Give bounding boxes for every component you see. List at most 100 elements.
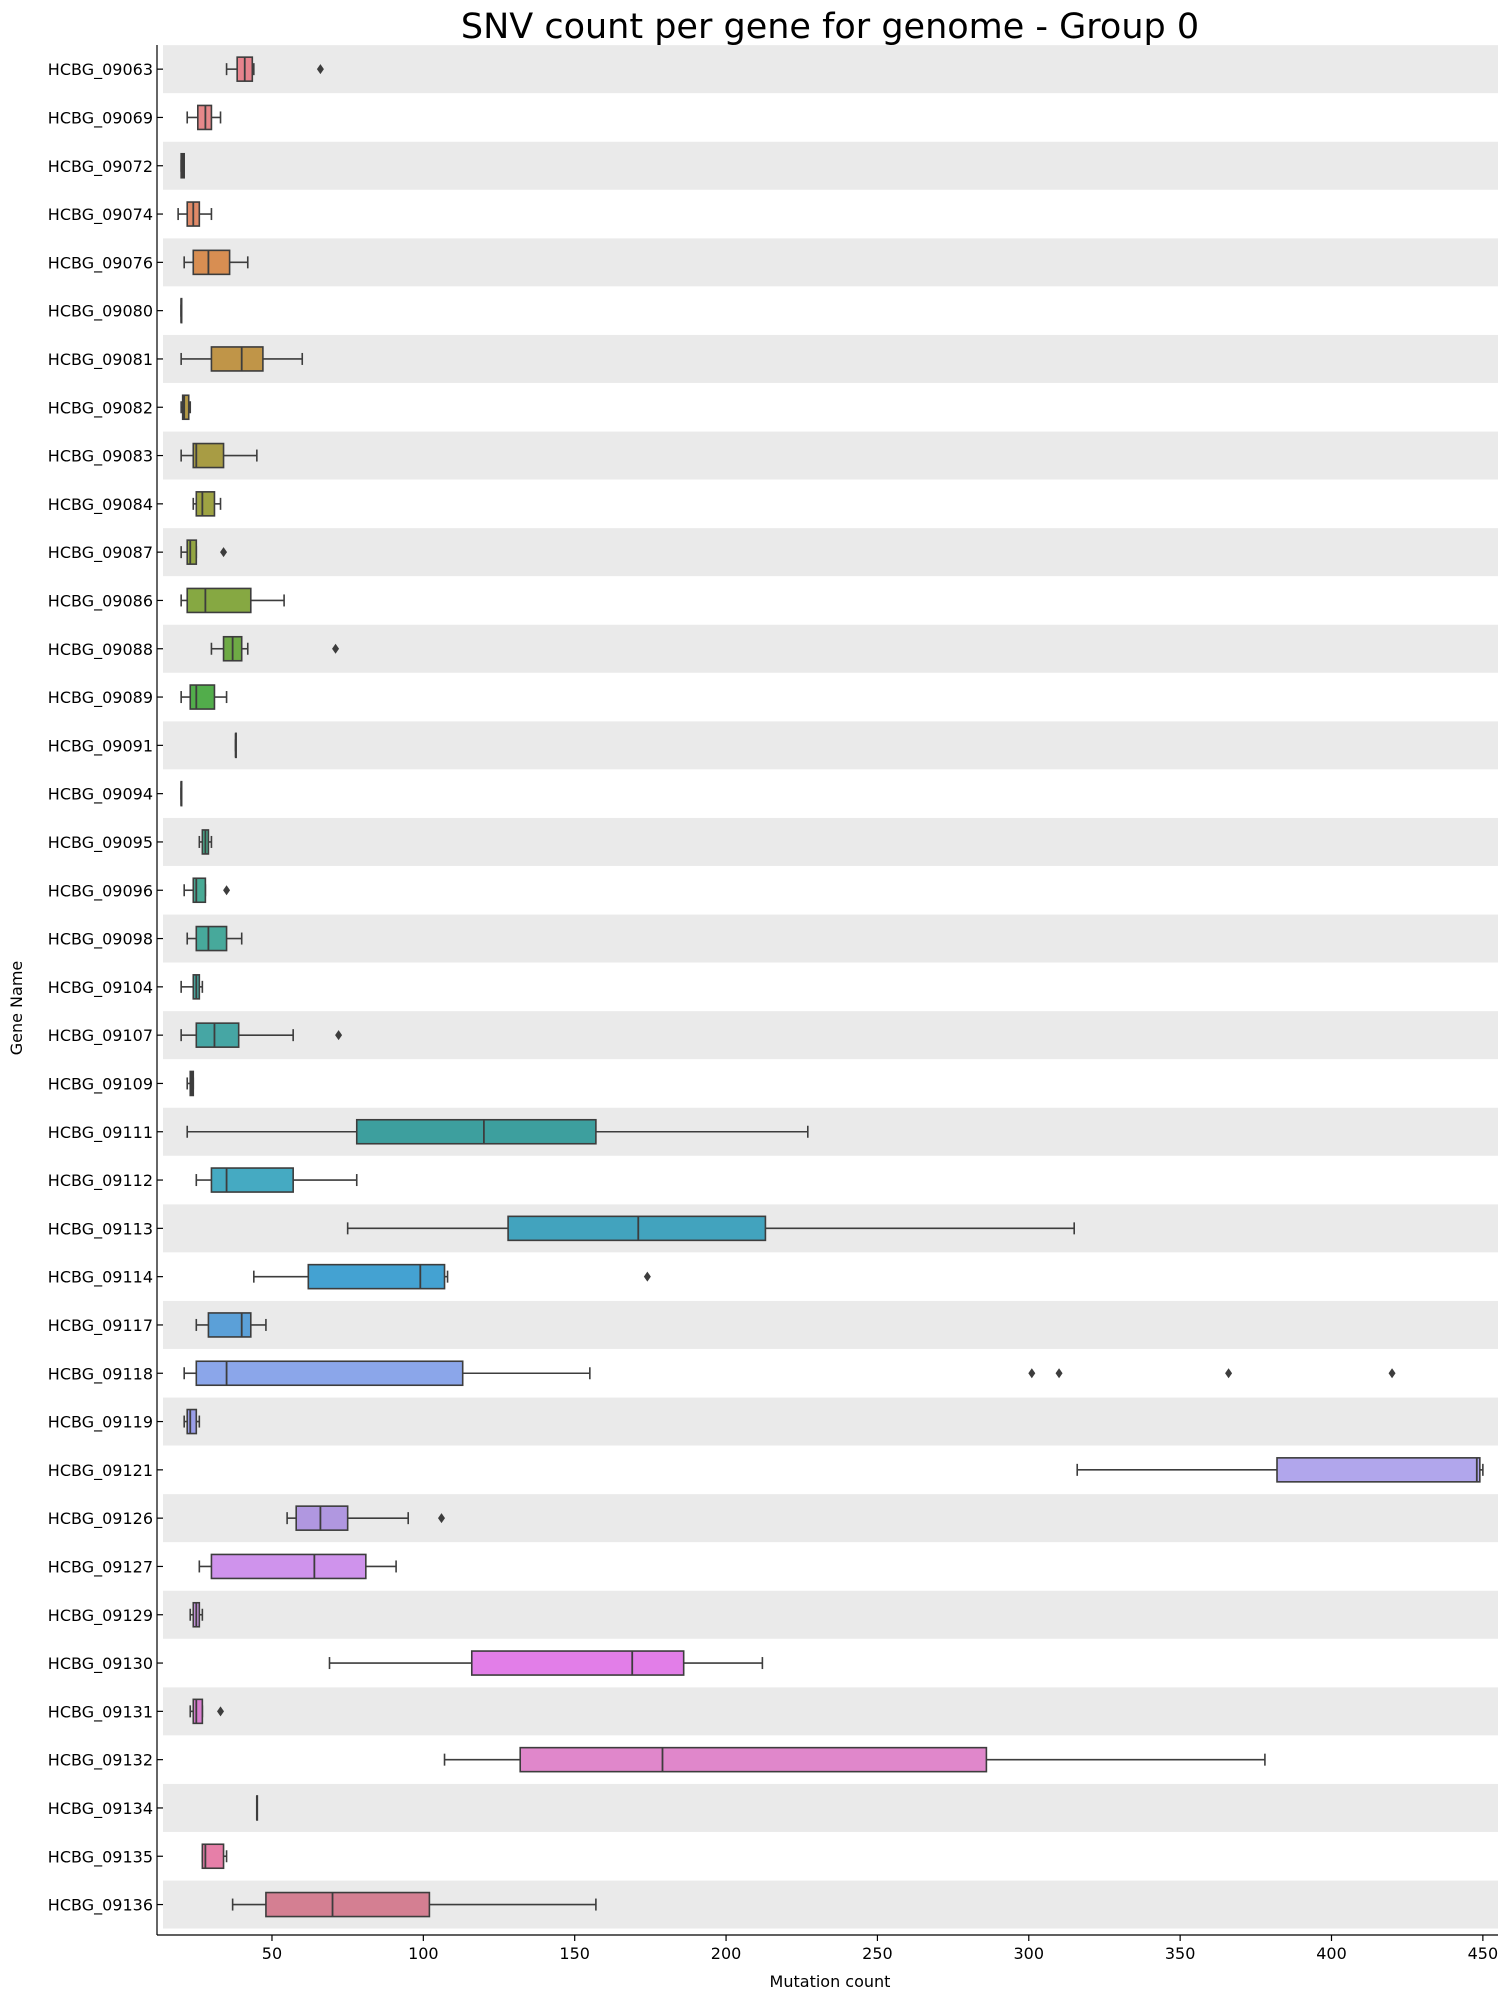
y-tick-label: HCBG_09121 bbox=[48, 1461, 153, 1481]
box-iqr bbox=[265, 1891, 431, 1918]
box-HCBG_09114 bbox=[253, 1263, 651, 1290]
box-HCBG_09109 bbox=[186, 1070, 195, 1097]
box-HCBG_09129 bbox=[189, 1601, 204, 1628]
y-tick-label: HCBG_09088 bbox=[48, 640, 153, 660]
box-iqr bbox=[195, 1360, 464, 1387]
box-HCBG_09135 bbox=[201, 1843, 228, 1870]
outlier-point bbox=[438, 1513, 446, 1524]
box-iqr bbox=[1276, 1457, 1481, 1483]
outlier-point bbox=[1388, 1368, 1396, 1379]
box-iqr bbox=[189, 684, 216, 710]
box-HCBG_09104 bbox=[180, 974, 204, 1000]
y-tick-label: HCBG_09080 bbox=[48, 302, 153, 322]
outlier-point bbox=[316, 64, 324, 75]
x-tick-label: 450 bbox=[1468, 1944, 1499, 1963]
row-band bbox=[163, 624, 1498, 673]
box-HCBG_09096 bbox=[183, 877, 231, 904]
y-tick-label: HCBG_09087 bbox=[48, 543, 153, 563]
y-tick-labels: HCBG_09063 HCBG_09069 HCBG_09072 HCBG_09074… bbox=[48, 60, 163, 1916]
box-HCBG_09083 bbox=[180, 442, 258, 469]
row-band bbox=[163, 1397, 1498, 1446]
box-HCBG_09134 bbox=[255, 1795, 259, 1821]
y-tick-label: HCBG_09098 bbox=[48, 930, 153, 950]
row-band bbox=[163, 431, 1498, 480]
box-HCBG_09107 bbox=[180, 1022, 343, 1048]
box-HCBG_09112 bbox=[195, 1167, 358, 1193]
y-tick-label: HCBG_09074 bbox=[48, 205, 153, 225]
y-tick-label: HCBG_09130 bbox=[48, 1654, 153, 1674]
box-HCBG_09082 bbox=[180, 394, 192, 421]
row-band bbox=[163, 334, 1498, 383]
y-tick-label: HCBG_09091 bbox=[48, 736, 153, 756]
box-iqr bbox=[295, 1505, 349, 1531]
row-band bbox=[163, 45, 1498, 94]
box-HCBG_09086 bbox=[180, 587, 285, 614]
x-tick-label: 150 bbox=[559, 1944, 590, 1963]
x-tick-label: 100 bbox=[408, 1944, 439, 1963]
box-HCBG_09081 bbox=[180, 346, 304, 372]
box-iqr bbox=[519, 1746, 988, 1773]
box-HCBG_09121 bbox=[1076, 1457, 1484, 1483]
box-HCBG_09118 bbox=[183, 1360, 1396, 1387]
box-iqr bbox=[195, 1022, 240, 1048]
box-iqr bbox=[192, 877, 207, 904]
box-HCBG_09098 bbox=[186, 925, 243, 952]
x-axis-label: Mutation count bbox=[770, 1972, 891, 1991]
box-iqr bbox=[201, 1843, 225, 1870]
box-HCBG_09136 bbox=[231, 1891, 597, 1918]
box-HCBG_09131 bbox=[189, 1698, 225, 1725]
outlier-point bbox=[1028, 1368, 1036, 1379]
y-tick-label: HCBG_09096 bbox=[48, 881, 153, 901]
box-iqr bbox=[355, 1118, 597, 1145]
y-tick-label: HCBG_09094 bbox=[48, 785, 153, 805]
y-tick-label: HCBG_09083 bbox=[48, 447, 153, 467]
box-HCBG_09076 bbox=[183, 249, 249, 276]
outlier-point bbox=[643, 1271, 651, 1282]
box-iqr bbox=[470, 1650, 685, 1676]
y-tick-label: HCBG_09076 bbox=[48, 253, 153, 273]
y-tick-label: HCBG_09117 bbox=[48, 1316, 153, 1336]
box-HCBG_09080 bbox=[180, 297, 183, 324]
box-iqr bbox=[186, 539, 198, 565]
box-iqr bbox=[210, 1553, 367, 1580]
y-tick-label: HCBG_09069 bbox=[48, 108, 153, 128]
box-iqr bbox=[192, 442, 225, 469]
row-bands bbox=[163, 45, 1498, 1929]
outlier-point bbox=[332, 643, 340, 654]
box-HCBG_09119 bbox=[183, 1408, 201, 1435]
x-tick-label: 400 bbox=[1316, 1944, 1347, 1963]
row-band bbox=[163, 1590, 1498, 1639]
box-iqr bbox=[181, 394, 190, 421]
y-tick-label: HCBG_09084 bbox=[48, 495, 153, 515]
row-band bbox=[163, 817, 1498, 866]
box-iqr bbox=[186, 587, 252, 614]
row-band bbox=[163, 721, 1498, 770]
box-HCBG_09130 bbox=[328, 1650, 764, 1676]
box-iqr bbox=[195, 925, 228, 952]
outlier-point bbox=[1055, 1368, 1063, 1379]
box-iqr bbox=[195, 491, 216, 517]
box-HCBG_09132 bbox=[443, 1746, 1266, 1773]
box-HCBG_09117 bbox=[195, 1312, 267, 1338]
y-tick-label: HCBG_09131 bbox=[48, 1702, 153, 1722]
row-band bbox=[163, 528, 1498, 577]
y-tick-label: HCBG_09126 bbox=[48, 1509, 153, 1529]
row-band bbox=[163, 1687, 1498, 1736]
box-iqr bbox=[210, 1167, 294, 1193]
y-tick-label: HCBG_09129 bbox=[48, 1606, 153, 1626]
y-tick-label: HCBG_09086 bbox=[48, 591, 153, 611]
y-tick-label: HCBG_09135 bbox=[48, 1847, 153, 1867]
box-iqr bbox=[507, 1215, 767, 1242]
box-iqr bbox=[307, 1263, 446, 1290]
row-band bbox=[163, 1011, 1498, 1060]
outlier-point bbox=[217, 1706, 225, 1717]
y-tick-label: HCBG_09104 bbox=[48, 978, 153, 998]
row-band bbox=[163, 1783, 1498, 1832]
box-HCBG_09088 bbox=[210, 635, 340, 662]
box-HCBG_09111 bbox=[186, 1118, 809, 1145]
y-axis-label: Gene Name bbox=[7, 961, 26, 1056]
y-tick-label: HCBG_09132 bbox=[48, 1751, 153, 1771]
x-tick-label: 50 bbox=[262, 1944, 282, 1963]
box-HCBG_09094 bbox=[180, 780, 183, 807]
